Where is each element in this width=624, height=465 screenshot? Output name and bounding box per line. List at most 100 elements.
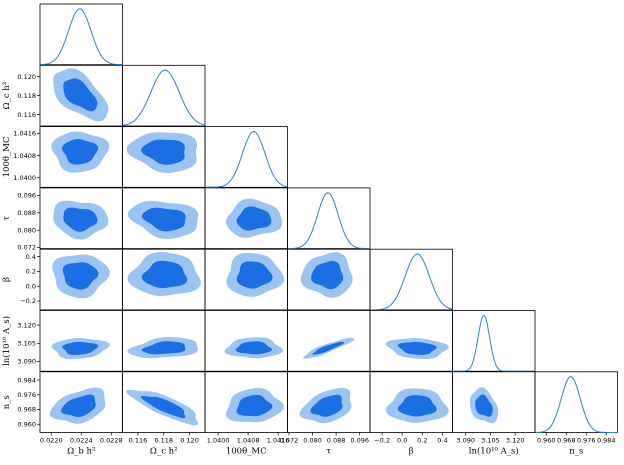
- panel-4-5: [369, 310, 453, 372]
- diag-panel-1: [122, 64, 206, 127]
- x-tick-label: 0.0: [397, 437, 407, 445]
- y-tick-label: 0.4: [26, 253, 36, 261]
- y-tick-label: 0.088: [17, 209, 36, 217]
- panel-3-5: [287, 310, 371, 372]
- y-tick-label: 1.0400: [13, 174, 36, 182]
- y-tick-label: 0.116: [17, 111, 36, 119]
- panel-5-6: [452, 371, 536, 433]
- diag-panel-2: [204, 126, 288, 188]
- panel-3-4: [287, 248, 371, 311]
- contour-68: [235, 341, 272, 355]
- posterior-curve-0: [39, 8, 123, 66]
- y-tick-label: 0.096: [17, 192, 36, 200]
- y-tick-label: 1.0416: [13, 130, 36, 138]
- y-tick-label: −0.2: [20, 297, 36, 305]
- panel-frame: [204, 187, 288, 249]
- y-tick-label: 3.120: [17, 321, 36, 329]
- x-tick-label: 0.0220: [40, 437, 63, 445]
- panel-1-3: [122, 187, 206, 249]
- contour-68: [62, 262, 99, 290]
- panel-1-4: [122, 248, 206, 311]
- x-tick-label: 0.088: [327, 437, 346, 445]
- contour-68: [140, 396, 186, 419]
- y-axis-label-1: Ω_c h²: [2, 82, 12, 110]
- panel-0-3: [39, 187, 123, 249]
- y-tick-label: 0.072: [17, 244, 36, 252]
- x-tick-label: 0.960: [537, 437, 556, 445]
- x-tick-label: 0.968: [557, 437, 576, 445]
- contour-68: [236, 394, 273, 417]
- x-tick-label: 3.120: [506, 437, 525, 445]
- x-tick-label: 1.0400: [207, 437, 230, 445]
- panel-frame: [534, 371, 618, 433]
- panel-0-6: [39, 371, 123, 433]
- x-axis-label-0: Ω_b h²: [67, 447, 95, 457]
- contour-68: [62, 341, 99, 355]
- x-axis-label-4: β: [409, 447, 414, 457]
- x-axis-label-5: ln(10¹⁰ A_s): [469, 446, 519, 457]
- panel-2-3: [204, 187, 288, 249]
- y-tick-label: 0.960: [17, 420, 36, 428]
- panel-1-5: [122, 310, 206, 372]
- y-tick-label: 3.090: [17, 358, 36, 366]
- y-axis-label-5: ln(10¹⁰ A_s): [1, 316, 12, 366]
- panel-2-4: [204, 248, 288, 311]
- diag-panel-4: [369, 248, 453, 311]
- x-tick-label: 0.072: [280, 437, 299, 445]
- y-axis-label-4: β: [2, 277, 12, 282]
- x-axis-label-6: n_s: [569, 447, 583, 457]
- y-tick-label: 0.968: [17, 406, 36, 414]
- contour-68: [397, 341, 437, 355]
- y-axis-label-3: τ: [2, 216, 12, 221]
- y-tick-label: 0.2: [26, 268, 36, 276]
- posterior-curve-6: [534, 376, 618, 433]
- panel-1-6: [122, 371, 206, 433]
- panel-frame: [287, 187, 371, 249]
- panel-frame: [452, 371, 536, 433]
- y-tick-label: 0.984: [17, 376, 36, 384]
- panel-0-5: [39, 310, 123, 372]
- y-tick-label: 0.0: [26, 282, 36, 290]
- y-tick-label: 0.120: [17, 73, 36, 81]
- y-axis-label-6: n_s: [2, 395, 12, 409]
- x-tick-label: 1.0416: [267, 437, 290, 445]
- y-axis-label-2: 100θ_MC: [2, 137, 12, 178]
- contour-68: [61, 139, 99, 165]
- diag-panel-0: [39, 3, 123, 66]
- posterior-curve-2: [204, 130, 288, 188]
- x-tick-label: 3.105: [481, 437, 500, 445]
- diag-panel-5: [452, 310, 536, 372]
- panel-3-6: [287, 371, 371, 433]
- posterior-curve-1: [122, 69, 206, 126]
- panel-frame: [287, 310, 371, 372]
- contour-68: [141, 341, 186, 355]
- x-axis-label-1: Ω_c h²: [150, 447, 178, 457]
- contour-68: [63, 78, 98, 112]
- panel-0-4: [39, 248, 123, 311]
- posterior-curve-4: [369, 253, 453, 311]
- contour-68: [141, 139, 185, 165]
- posterior-curve-5: [452, 314, 535, 372]
- x-axis-label-2: 100θ_MC: [226, 447, 267, 457]
- panel-0-1: [39, 64, 123, 127]
- contour-68: [236, 206, 272, 231]
- y-tick-label: 0.118: [17, 92, 36, 100]
- x-tick-label: 1.0408: [237, 437, 260, 445]
- diag-panel-3: [287, 187, 371, 250]
- x-tick-label: −0.2: [374, 437, 390, 445]
- x-tick-label: 0.116: [129, 437, 148, 445]
- contour-68: [63, 207, 98, 232]
- x-tick-label: 0.0224: [70, 437, 93, 445]
- contour-68: [141, 260, 188, 289]
- panel-1-2: [122, 126, 206, 188]
- panel-frame: [287, 248, 371, 311]
- panel-frame: [369, 310, 453, 372]
- panel-frame: [452, 310, 536, 372]
- contour-68: [475, 394, 493, 417]
- x-tick-label: 0.080: [303, 437, 322, 445]
- y-tick-label: 0.976: [17, 391, 36, 399]
- diag-panel-6: [534, 371, 618, 433]
- y-tick-label: 3.105: [17, 339, 36, 347]
- contour-68: [311, 260, 344, 290]
